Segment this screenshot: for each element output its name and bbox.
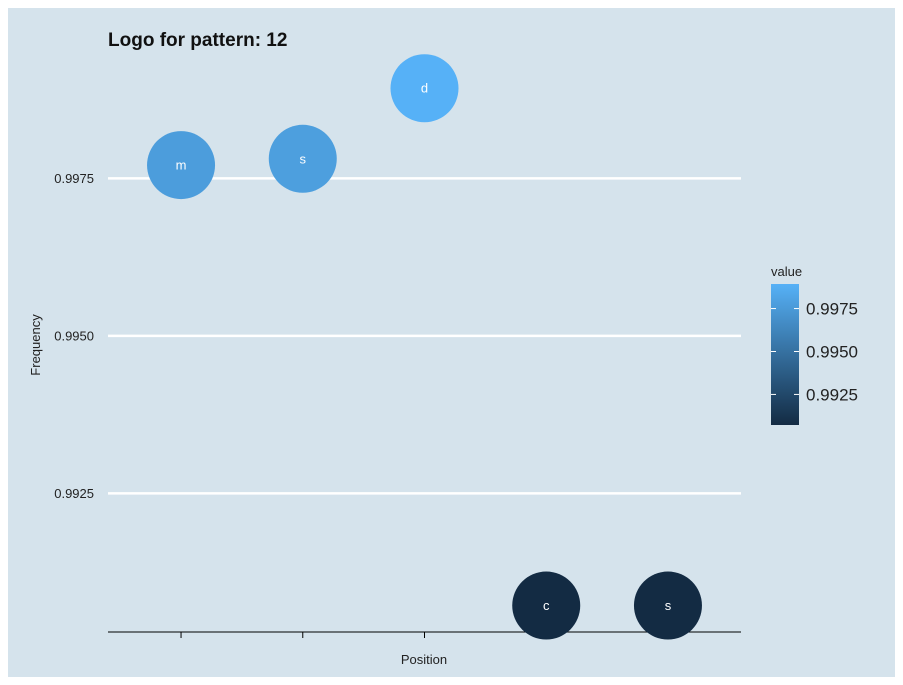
colorbar-tick-label: 0.9950	[806, 342, 858, 361]
point-label: m	[176, 158, 187, 173]
colorbar-tick-label: 0.9925	[806, 385, 858, 404]
grid-lines	[108, 177, 741, 495]
point-label: d	[421, 81, 428, 96]
y-axis-ticks: 0.9925 0.9950 0.9975	[54, 171, 94, 501]
data-point	[147, 131, 216, 200]
data-point	[633, 571, 702, 640]
colorbar-tick-label: 0.9975	[806, 300, 858, 319]
y-tick-label: 0.9950	[54, 328, 94, 343]
point-label: s	[665, 598, 672, 613]
colorbar	[771, 284, 799, 425]
point-label: c	[543, 598, 550, 613]
legend-title: value	[771, 264, 802, 279]
data-point	[390, 54, 459, 123]
legend-colorbar: value 0.9925 0.9950 0.9975	[771, 264, 858, 425]
colorbar-ticks: 0.9925 0.9950 0.9975	[771, 300, 858, 404]
chart-background	[8, 8, 895, 677]
y-tick-label: 0.9925	[54, 486, 94, 501]
data-point	[512, 571, 581, 640]
chart-title: Logo for pattern: 12	[108, 30, 287, 51]
data-points: m s d c s	[147, 54, 702, 640]
x-axis-title: Position	[401, 652, 447, 667]
data-point	[268, 124, 337, 193]
point-label: s	[300, 151, 307, 166]
y-axis-title: Frequency	[28, 314, 43, 376]
y-tick-label: 0.9975	[54, 171, 94, 186]
